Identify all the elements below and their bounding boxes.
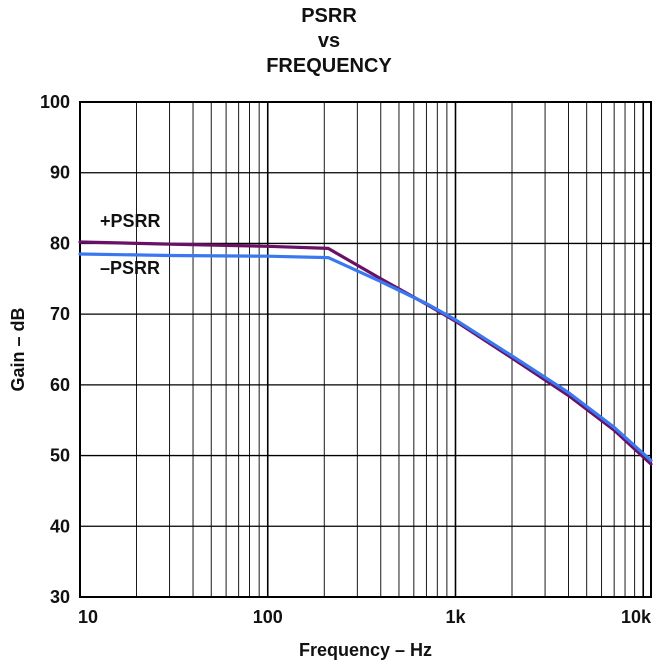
x-tick-label: 10 xyxy=(78,607,98,627)
major-gridlines xyxy=(79,101,651,598)
y-tick-labels: 30 40 50 60 70 80 90 100 xyxy=(40,92,70,607)
x-tick-labels: 10 100 1k 10k xyxy=(78,607,652,627)
x-tick-label: 100 xyxy=(253,607,283,627)
minor-gridlines xyxy=(136,102,636,597)
series-label-minus-psrr: –PSRR xyxy=(100,258,160,278)
chart-title-line-3: FREQUENCY xyxy=(266,55,392,77)
chart-title-line-2: vs xyxy=(317,30,341,52)
y-tick-label: 50 xyxy=(50,446,70,466)
y-tick-label: 80 xyxy=(50,233,70,253)
series-line-minus-psrr xyxy=(78,252,653,463)
y-tick-label: 70 xyxy=(50,304,70,324)
y-tick-label: 90 xyxy=(50,163,70,183)
y-tick-label: 60 xyxy=(50,375,70,395)
chart-title-line-1: PSRR xyxy=(301,5,357,27)
y-tick-label: 40 xyxy=(50,516,70,536)
series-lines xyxy=(78,240,653,466)
y-tick-label: 30 xyxy=(50,587,70,607)
y-axis-label: Gain – dB xyxy=(8,307,28,391)
x-axis-label: Frequency – Hz xyxy=(299,640,432,660)
x-tick-label: 10k xyxy=(621,607,652,627)
series-label-plus-psrr: +PSRR xyxy=(100,211,161,231)
plot-frame xyxy=(79,101,652,598)
y-tick-label: 100 xyxy=(40,92,70,112)
x-tick-label: 1k xyxy=(445,607,466,627)
